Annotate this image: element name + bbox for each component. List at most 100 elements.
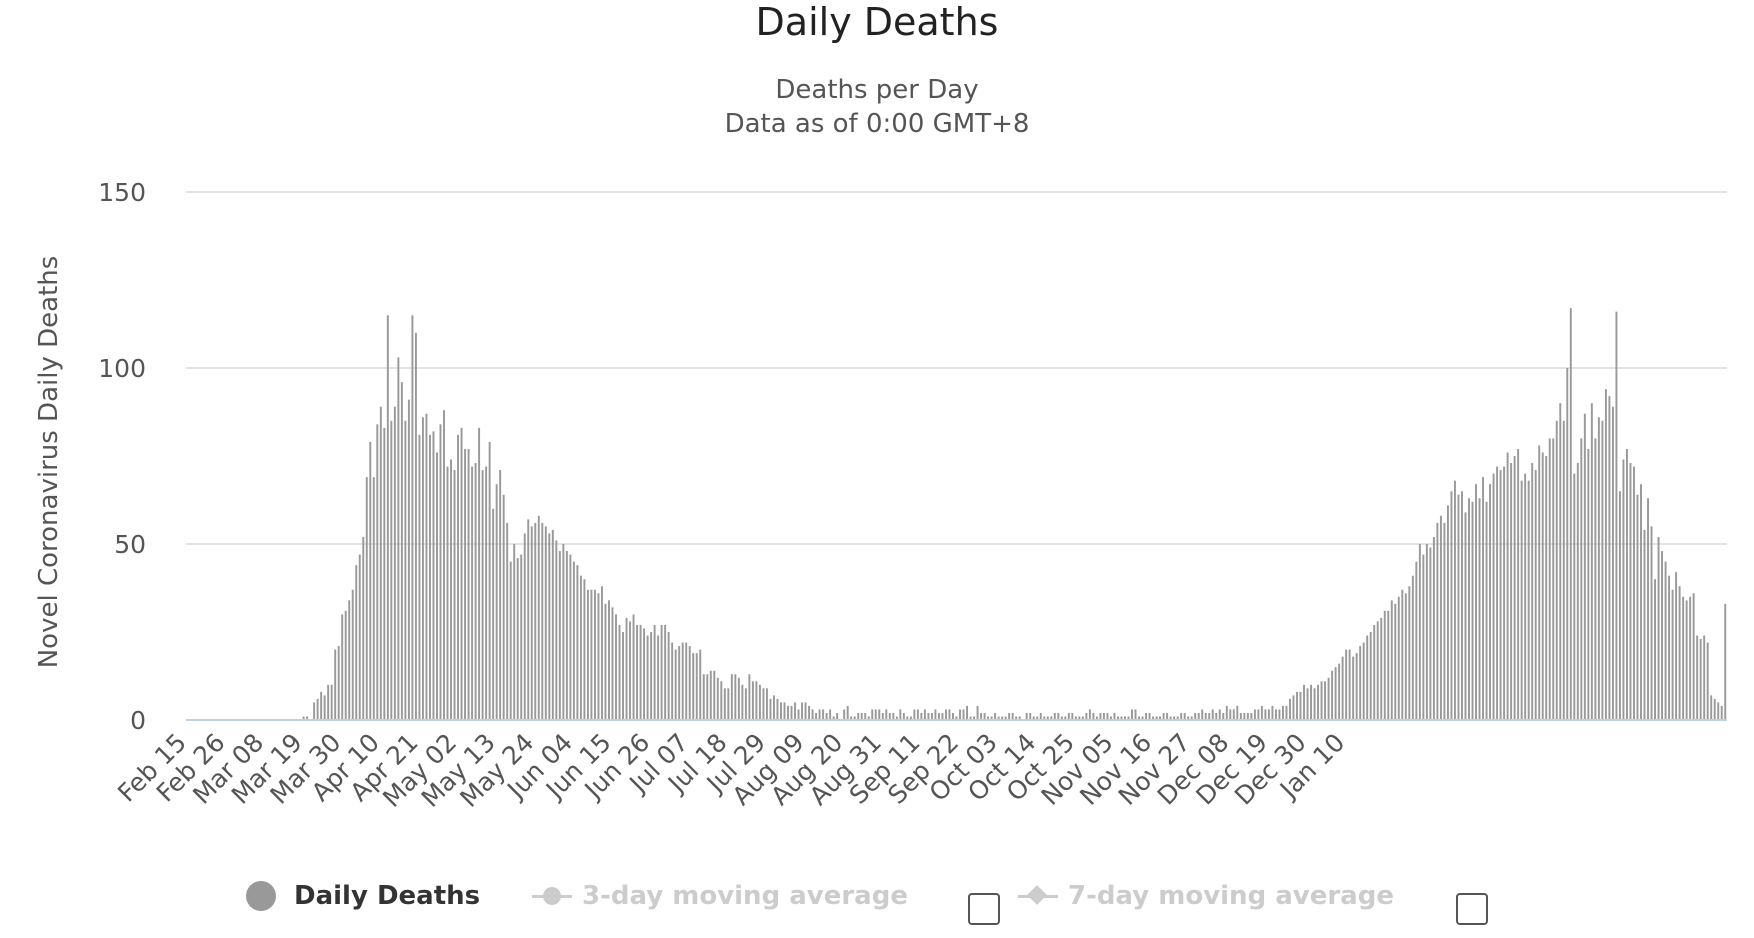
bar[interactable] [1552, 438, 1555, 720]
bar[interactable] [1618, 491, 1621, 720]
bar[interactable] [383, 427, 386, 720]
bar[interactable] [1636, 494, 1639, 720]
bar[interactable] [506, 522, 509, 720]
bar[interactable] [443, 410, 445, 720]
bar[interactable] [843, 709, 846, 720]
bar[interactable] [787, 705, 789, 720]
legend-item-daily-deaths[interactable]: Daily Deaths [246, 876, 480, 916]
bar[interactable] [1320, 681, 1323, 720]
bar[interactable] [1099, 712, 1102, 720]
bar[interactable] [1352, 656, 1355, 720]
bar[interactable] [990, 716, 993, 720]
bar[interactable] [1274, 709, 1277, 720]
bar[interactable] [723, 688, 726, 720]
bar[interactable] [1159, 716, 1162, 720]
bar[interactable] [457, 434, 460, 720]
bar[interactable] [1383, 610, 1386, 720]
bar[interactable] [1324, 681, 1327, 720]
bar[interactable] [888, 712, 891, 720]
bar[interactable] [1296, 691, 1298, 720]
bar[interactable] [1404, 593, 1407, 720]
bar[interactable] [1187, 716, 1190, 720]
bar[interactable] [608, 600, 610, 720]
bar[interactable] [730, 674, 733, 720]
bar[interactable] [436, 452, 438, 720]
bar[interactable] [1362, 642, 1365, 720]
bar[interactable] [1471, 501, 1474, 720]
bar[interactable] [1531, 463, 1534, 720]
bar[interactable] [432, 431, 435, 720]
bar[interactable] [1555, 420, 1558, 720]
bar[interactable] [994, 712, 997, 720]
bar[interactable] [1120, 716, 1123, 720]
bar[interactable] [1215, 712, 1218, 720]
bar[interactable] [1720, 705, 1723, 720]
bar[interactable] [997, 716, 1000, 720]
bar[interactable] [674, 649, 677, 720]
bar[interactable] [1194, 712, 1197, 720]
bar[interactable] [1450, 491, 1453, 720]
bar[interactable] [1306, 688, 1309, 720]
bar[interactable] [492, 508, 495, 720]
bar[interactable] [1411, 575, 1414, 720]
bar[interactable] [804, 702, 807, 720]
bar[interactable] [1510, 463, 1513, 720]
bar[interactable] [737, 677, 740, 720]
bar[interactable] [1025, 712, 1028, 720]
bar[interactable] [1081, 716, 1084, 720]
bar[interactable] [1418, 544, 1421, 720]
bar[interactable] [1538, 445, 1541, 720]
checkbox-3-day-moving-average[interactable] [968, 893, 1000, 925]
bar[interactable] [706, 674, 709, 720]
bar[interactable] [1085, 712, 1088, 720]
bar[interactable] [952, 712, 954, 720]
bar[interactable] [460, 427, 463, 720]
bar[interactable] [695, 653, 698, 720]
bar[interactable] [1169, 716, 1172, 720]
bar[interactable] [1524, 473, 1527, 720]
bar[interactable] [1492, 473, 1495, 720]
bar[interactable] [1724, 603, 1727, 720]
bar[interactable] [404, 420, 407, 720]
bar[interactable] [1696, 635, 1699, 720]
bar[interactable] [1166, 712, 1169, 720]
bar[interactable] [1004, 716, 1007, 720]
bar[interactable] [741, 684, 744, 720]
bar[interactable] [1590, 403, 1593, 720]
bar[interactable] [934, 709, 937, 720]
bar[interactable] [1432, 536, 1435, 720]
bar[interactable] [769, 698, 772, 720]
bar[interactable] [499, 470, 502, 720]
bar[interactable] [544, 526, 547, 720]
bar[interactable] [937, 712, 940, 720]
bar[interactable] [650, 632, 653, 720]
bar[interactable] [1127, 716, 1130, 720]
bar[interactable] [425, 413, 428, 720]
bar[interactable] [716, 677, 719, 720]
bar[interactable] [439, 424, 442, 720]
bar[interactable] [632, 614, 635, 720]
checkbox-7-day-moving-average[interactable] [1456, 893, 1488, 925]
bar[interactable] [1699, 639, 1702, 720]
bar[interactable] [1232, 709, 1235, 720]
bar[interactable] [1260, 705, 1263, 720]
bar[interactable] [1155, 716, 1158, 720]
bar[interactable] [1148, 712, 1151, 720]
bar[interactable] [1327, 677, 1330, 720]
bar[interactable] [1640, 484, 1642, 720]
bar[interactable] [1289, 698, 1291, 720]
bar[interactable] [1604, 389, 1607, 720]
bar[interactable] [1408, 586, 1411, 720]
bar[interactable] [987, 716, 990, 720]
bar[interactable] [1475, 484, 1477, 720]
bar[interactable] [1173, 716, 1176, 720]
bar[interactable] [1236, 705, 1239, 720]
bar[interactable] [923, 709, 926, 720]
bar[interactable] [836, 712, 839, 720]
bar[interactable] [1211, 709, 1214, 720]
bar[interactable] [548, 533, 551, 720]
bar[interactable] [776, 698, 779, 720]
bar[interactable] [1545, 456, 1548, 720]
bar[interactable] [334, 649, 337, 720]
bar[interactable] [1439, 515, 1442, 720]
